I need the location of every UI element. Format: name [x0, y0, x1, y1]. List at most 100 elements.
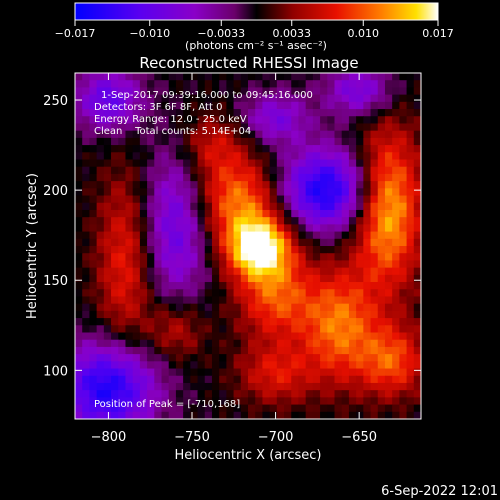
heatmap-cell — [154, 296, 163, 305]
heatmap-cell — [384, 145, 393, 153]
heatmap-cell — [262, 73, 271, 81]
heatmap-cell — [154, 339, 163, 348]
heatmap-cell — [377, 318, 386, 326]
heatmap-cell — [269, 152, 278, 161]
heatmap-cell — [161, 87, 170, 96]
heatmap-cell — [147, 354, 155, 362]
heatmap-cell — [262, 101, 271, 110]
heatmap-cell — [118, 145, 127, 153]
heatmap-cell — [370, 361, 379, 370]
heatmap-cell — [118, 282, 127, 290]
heatmap-cell — [132, 368, 141, 377]
heatmap-cell — [147, 253, 155, 262]
heatmap-cell — [96, 404, 105, 413]
heatmap-cell — [356, 253, 364, 262]
heatmap-cell — [406, 260, 415, 269]
heatmap-cell — [96, 231, 105, 240]
heatmap-cell — [240, 346, 249, 355]
heatmap-cell — [118, 397, 127, 406]
heatmap-cell — [240, 116, 249, 125]
heatmap-cell — [161, 310, 170, 319]
heatmap-cell — [341, 87, 350, 96]
heatmap-cell — [248, 101, 256, 110]
heatmap-cell — [233, 382, 242, 391]
heatmap-cell — [348, 202, 357, 211]
heatmap-cell — [175, 159, 184, 168]
heatmap-cell — [327, 246, 336, 254]
heatmap-cell — [118, 310, 127, 319]
heatmap-cell — [103, 159, 112, 168]
heatmap-cell — [154, 145, 163, 153]
heatmap-cell — [147, 195, 155, 204]
heatmap-cell — [255, 375, 264, 384]
heatmap-cell — [118, 274, 127, 283]
heatmap-cell — [305, 346, 314, 355]
heatmap-cell — [197, 224, 206, 233]
heatmap-cell — [298, 195, 307, 204]
heatmap-cell — [118, 296, 127, 305]
heatmap-cell — [348, 274, 357, 283]
heatmap-cell — [305, 296, 314, 305]
heatmap-cell — [363, 145, 372, 153]
heatmap-cell — [89, 80, 98, 89]
heatmap-cell — [248, 260, 256, 269]
heatmap-cell — [399, 296, 408, 305]
heatmap-cell — [168, 303, 177, 312]
heatmap-cell — [211, 310, 220, 319]
heatmap-cell — [175, 188, 184, 197]
heatmap-cell — [161, 109, 170, 117]
heatmap-cell — [111, 159, 119, 168]
heatmap-cell — [139, 94, 148, 103]
heatmap-cell — [348, 332, 357, 341]
heatmap-cell — [226, 404, 235, 413]
heatmap-cell — [82, 267, 91, 276]
heatmap-cell — [284, 87, 292, 96]
heatmap-cell — [219, 209, 227, 218]
heatmap-cell — [284, 231, 292, 240]
heatmap-cell — [103, 354, 112, 362]
heatmap-cell — [111, 411, 119, 419]
heatmap-cell — [377, 231, 386, 240]
heatmap-cell — [276, 246, 285, 254]
heatmap-cell — [190, 318, 199, 326]
heatmap-cell — [327, 339, 336, 348]
heatmap-cell — [190, 238, 199, 247]
heatmap-cell — [125, 87, 134, 96]
heatmap-cell — [183, 123, 191, 132]
heatmap-cell — [132, 282, 141, 290]
heatmap-cell — [154, 73, 163, 81]
heatmap-cell — [154, 282, 163, 290]
heatmap-cell — [269, 260, 278, 269]
heatmap-cell — [370, 159, 379, 168]
heatmap-cell — [190, 130, 199, 139]
heatmap-cell — [161, 238, 170, 247]
heatmap-cell — [312, 159, 321, 168]
heatmap-cell — [305, 246, 314, 254]
heatmap-cell — [341, 173, 350, 182]
heatmap-cell — [89, 137, 98, 146]
heatmap-cell — [334, 368, 343, 377]
heatmap-cell — [363, 123, 372, 132]
heatmap-cell — [356, 282, 364, 290]
heatmap-cell — [118, 181, 127, 189]
heatmap-cell — [327, 137, 336, 146]
heatmap-cell — [75, 159, 83, 168]
heatmap-cell — [139, 397, 148, 406]
heatmap-cell — [204, 296, 213, 305]
heatmap-cell — [161, 397, 170, 406]
heatmap-cell — [262, 318, 271, 326]
heatmap-cell — [269, 246, 278, 254]
heatmap-cell — [211, 375, 220, 384]
heatmap-cell — [348, 368, 357, 377]
heatmap-cell — [392, 173, 400, 182]
heatmap-cell — [219, 274, 227, 283]
heatmap-cell — [334, 94, 343, 103]
heatmap-cell — [204, 289, 213, 298]
heatmap-cell — [82, 253, 91, 262]
heatmap-cell — [377, 73, 386, 81]
heatmap-cell — [204, 224, 213, 233]
heatmap-cell — [132, 289, 141, 298]
heatmap-cell — [276, 361, 285, 370]
heatmap-cell — [219, 166, 227, 175]
heatmap-cell — [276, 101, 285, 110]
